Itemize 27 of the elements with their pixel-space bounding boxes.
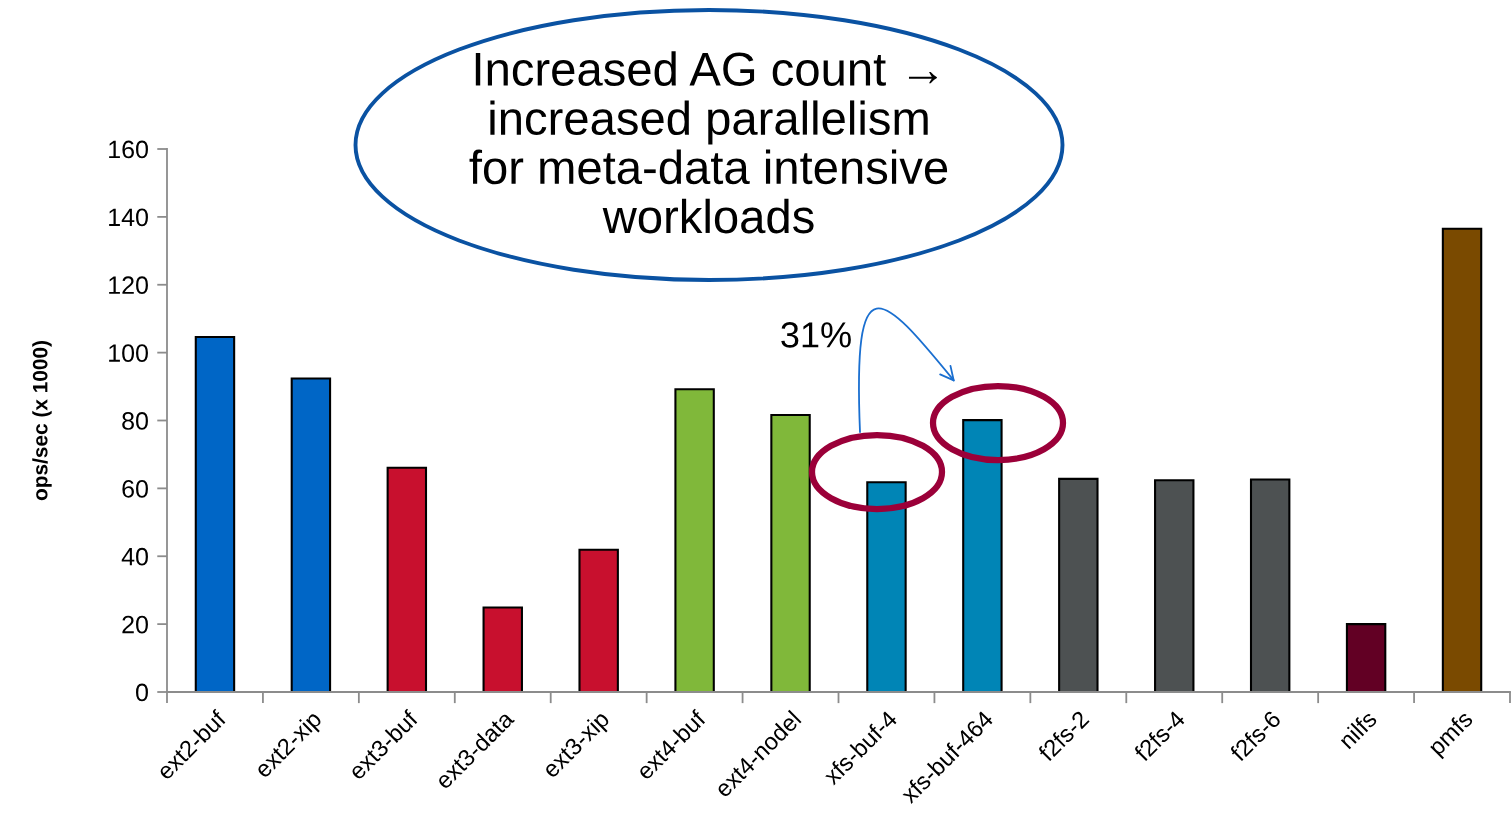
y-tick-label: 80 — [122, 412, 148, 430]
y-tick-label: 140 — [109, 208, 148, 227]
bar — [1249, 478, 1291, 692]
bar — [482, 606, 523, 692]
bar — [578, 548, 619, 692]
y-tick-label: 0 — [136, 683, 148, 702]
x-tick-label: nilfs — [1337, 709, 1378, 750]
bar — [290, 377, 332, 692]
y-tick-label: 120 — [109, 276, 148, 295]
y-tick-label: 100 — [109, 344, 148, 362]
bar — [1441, 227, 1483, 692]
bar — [866, 481, 907, 692]
annotation: Increased AG count → increased parallelism for meta-data intensive workloads — [469, 51, 948, 234]
y-tick-label: 40 — [121, 547, 148, 566]
bar — [1154, 479, 1195, 692]
y-tick-label: 20 — [122, 615, 148, 634]
bar — [674, 388, 715, 692]
bar — [770, 414, 811, 692]
y-tick-label: 60 — [122, 479, 148, 498]
bar — [194, 335, 236, 692]
y-tick-label: 160 — [109, 140, 148, 159]
bar — [386, 466, 428, 692]
y-axis-title: ops/sec (x 1000) — [32, 341, 52, 501]
bar — [962, 419, 1003, 692]
bar — [1345, 623, 1387, 692]
bar — [1058, 477, 1099, 692]
annotation: 31% — [781, 322, 851, 348]
